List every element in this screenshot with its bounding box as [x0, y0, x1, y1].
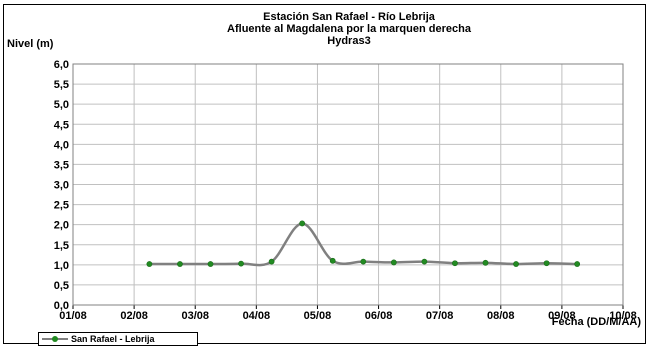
y-tick-label: 0,0: [54, 300, 69, 312]
legend-label: San Rafael - Lebrija: [71, 334, 155, 344]
x-tick-label: 08/08: [487, 310, 515, 322]
y-tick-label: 2,0: [54, 220, 69, 232]
y-tick-label: 1,5: [54, 240, 69, 252]
chart-frame: Estación San Rafael - Río Lebrija Afluen…: [3, 4, 646, 346]
data-point: [452, 260, 458, 267]
chart-svg: Estación San Rafael - Río Lebrija Afluen…: [7, 11, 642, 328]
legend: San Rafael - Lebrija: [38, 332, 198, 346]
legend-line-marker-icon: [42, 334, 68, 344]
data-point: [299, 220, 306, 227]
data-point: [574, 261, 581, 267]
plot-area: [72, 63, 624, 306]
data-point: [207, 261, 214, 267]
data-point: [482, 259, 489, 266]
chart-title-line-2: Afluente al Magdalena por la marquen der…: [227, 23, 472, 35]
y-axis-title: Nivel (m): [7, 38, 54, 50]
data-point: [268, 258, 275, 265]
y-tick-label: 2,5: [54, 200, 69, 212]
chart-title-line-3: Hydras3: [327, 35, 370, 47]
data-point: [421, 258, 428, 265]
y-tick-label: 1,0: [54, 260, 69, 272]
x-tick-label: 09/08: [548, 310, 576, 322]
data-point: [543, 260, 550, 267]
data-point: [329, 257, 336, 264]
y-tick-label: 4,0: [54, 139, 69, 151]
chart-title-line-1: Estación San Rafael - Río Lebrija: [263, 11, 436, 23]
data-point: [238, 260, 244, 267]
x-tick-label: 07/08: [426, 310, 454, 322]
data-point: [390, 259, 397, 266]
data-point: [146, 261, 153, 267]
x-tick-label: 06/08: [365, 310, 393, 322]
y-tick-label: 5,5: [54, 79, 69, 91]
x-tick-label: 02/08: [120, 310, 148, 322]
x-tick-label: 03/08: [181, 310, 209, 322]
data-point: [177, 261, 183, 267]
x-tick-label: 04/08: [243, 310, 271, 322]
y-tick-label: 0,5: [54, 280, 69, 292]
x-tick-label: 05/08: [304, 310, 332, 322]
y-tick-label: 3,0: [54, 180, 69, 192]
x-tick-label: 01/08: [59, 310, 87, 322]
x-tick-label: 10/08: [609, 310, 637, 322]
y-tick-label: 6,0: [54, 59, 69, 71]
data-point: [360, 258, 367, 265]
y-tick-label: 4,5: [54, 119, 69, 131]
data-point: [513, 261, 519, 267]
y-tick-label: 5,0: [54, 99, 69, 111]
y-tick-label: 3,5: [54, 159, 69, 171]
x-axis-title: Fecha (DD/M/AA): [552, 316, 642, 328]
